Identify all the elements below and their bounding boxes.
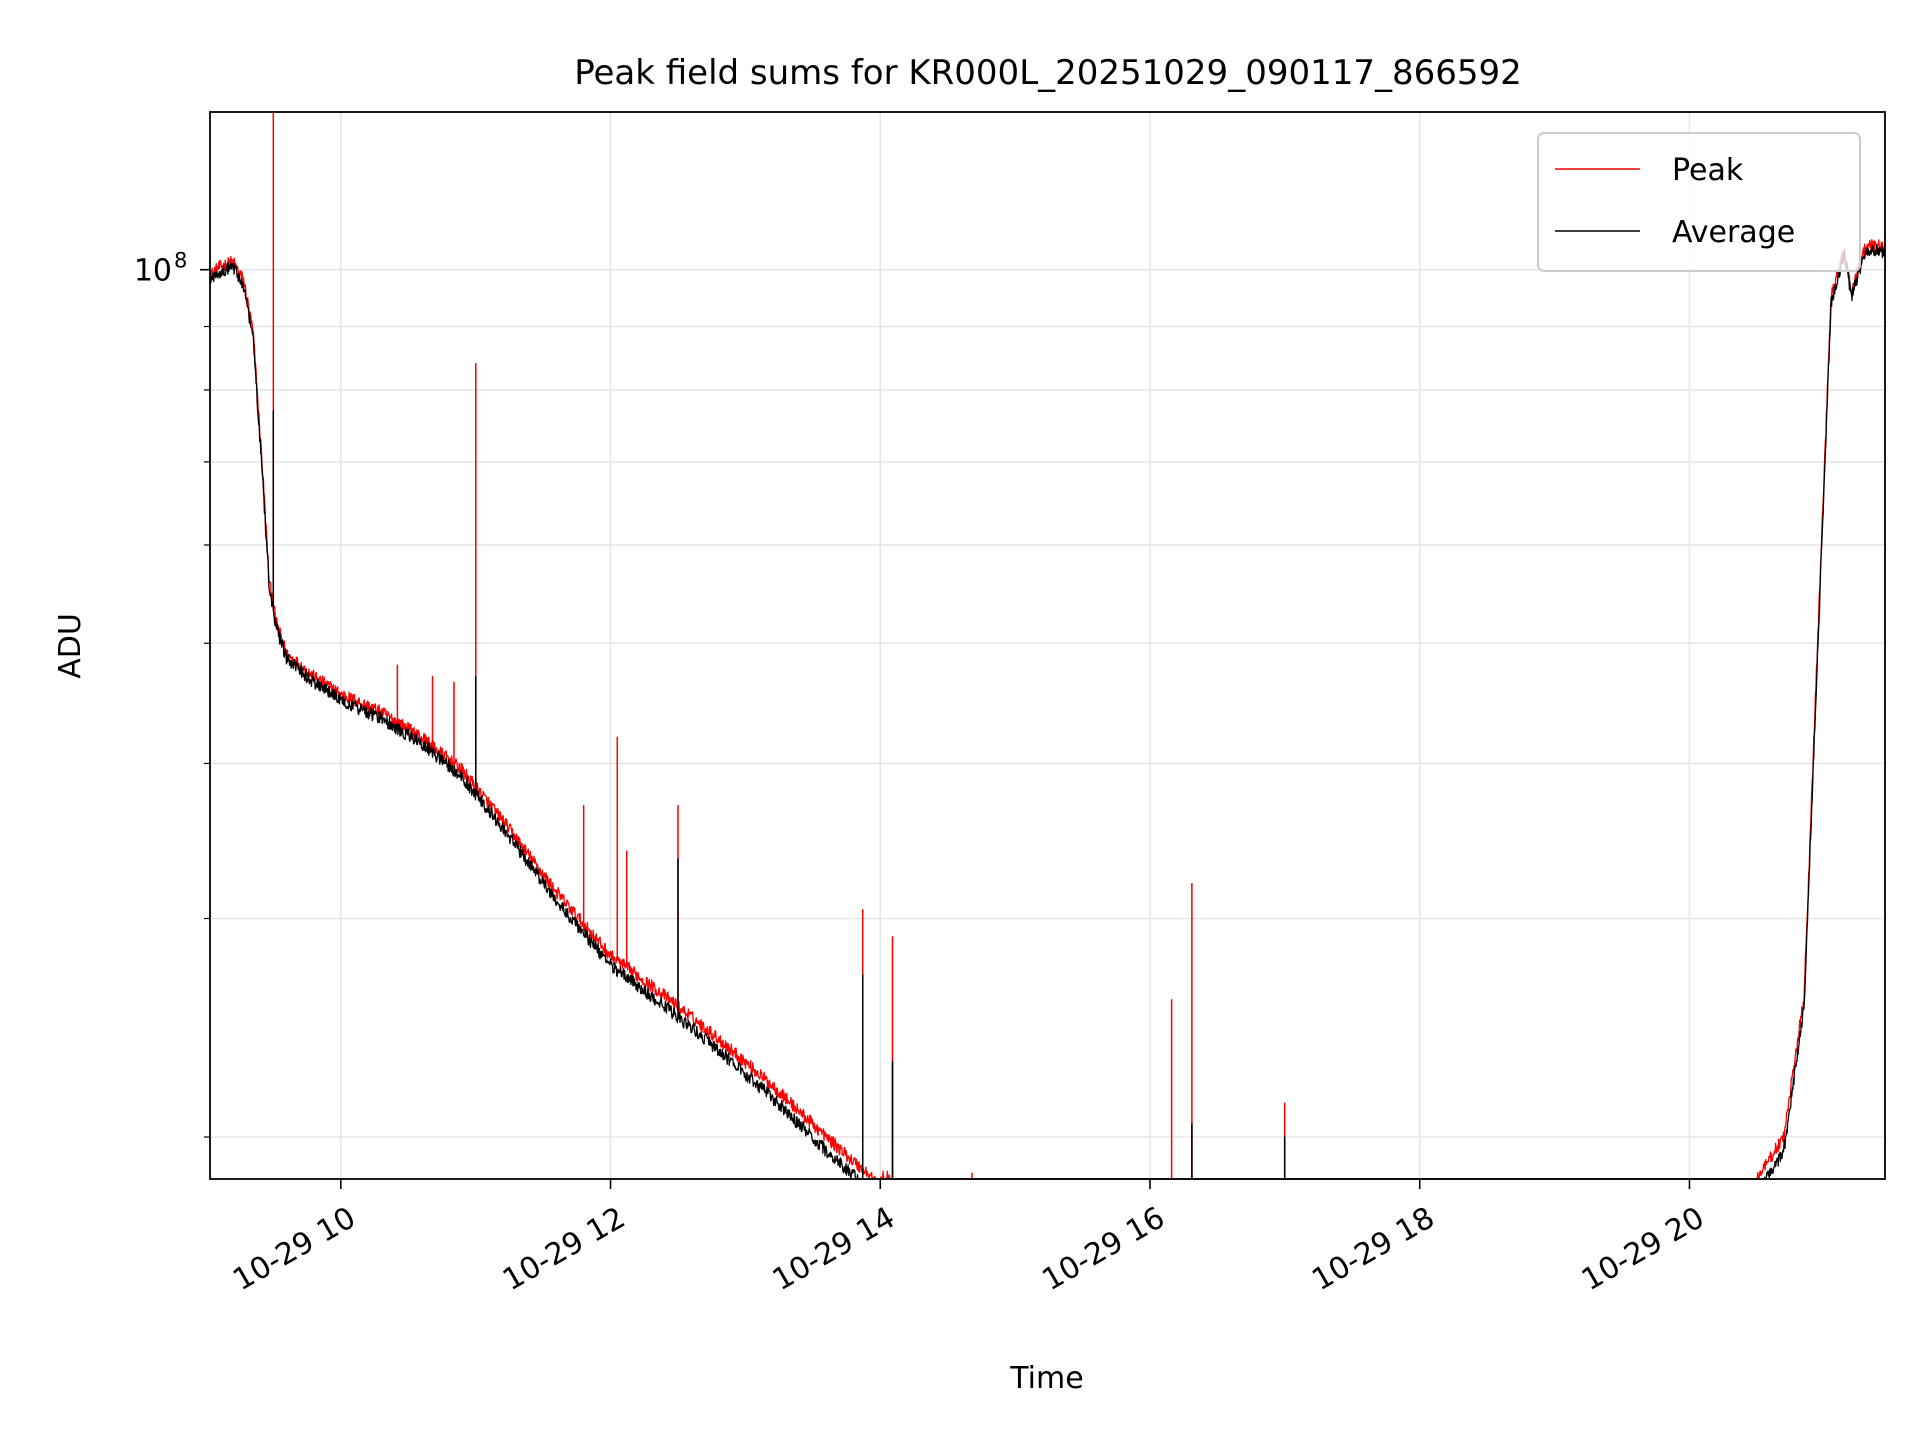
x-axis-label: Time: [1009, 1361, 1083, 1396]
y-tick-label-exponent: 8: [174, 249, 187, 273]
y-axis-label: ADU: [53, 613, 88, 679]
y-axis: 10 8: [134, 249, 210, 1138]
legend: Peak Average: [1537, 132, 1861, 272]
y-tick-label: 10: [134, 254, 172, 289]
legend-peak-label: Peak: [1672, 153, 1744, 188]
axes-frame: [209, 111, 1886, 1180]
chart-title: Peak field sums for KR000L_20251029_0901…: [574, 53, 1522, 93]
legend-average-label: Average: [1672, 215, 1795, 250]
legend-box: [1537, 132, 1861, 272]
grid-lines: [210, 112, 1885, 1179]
